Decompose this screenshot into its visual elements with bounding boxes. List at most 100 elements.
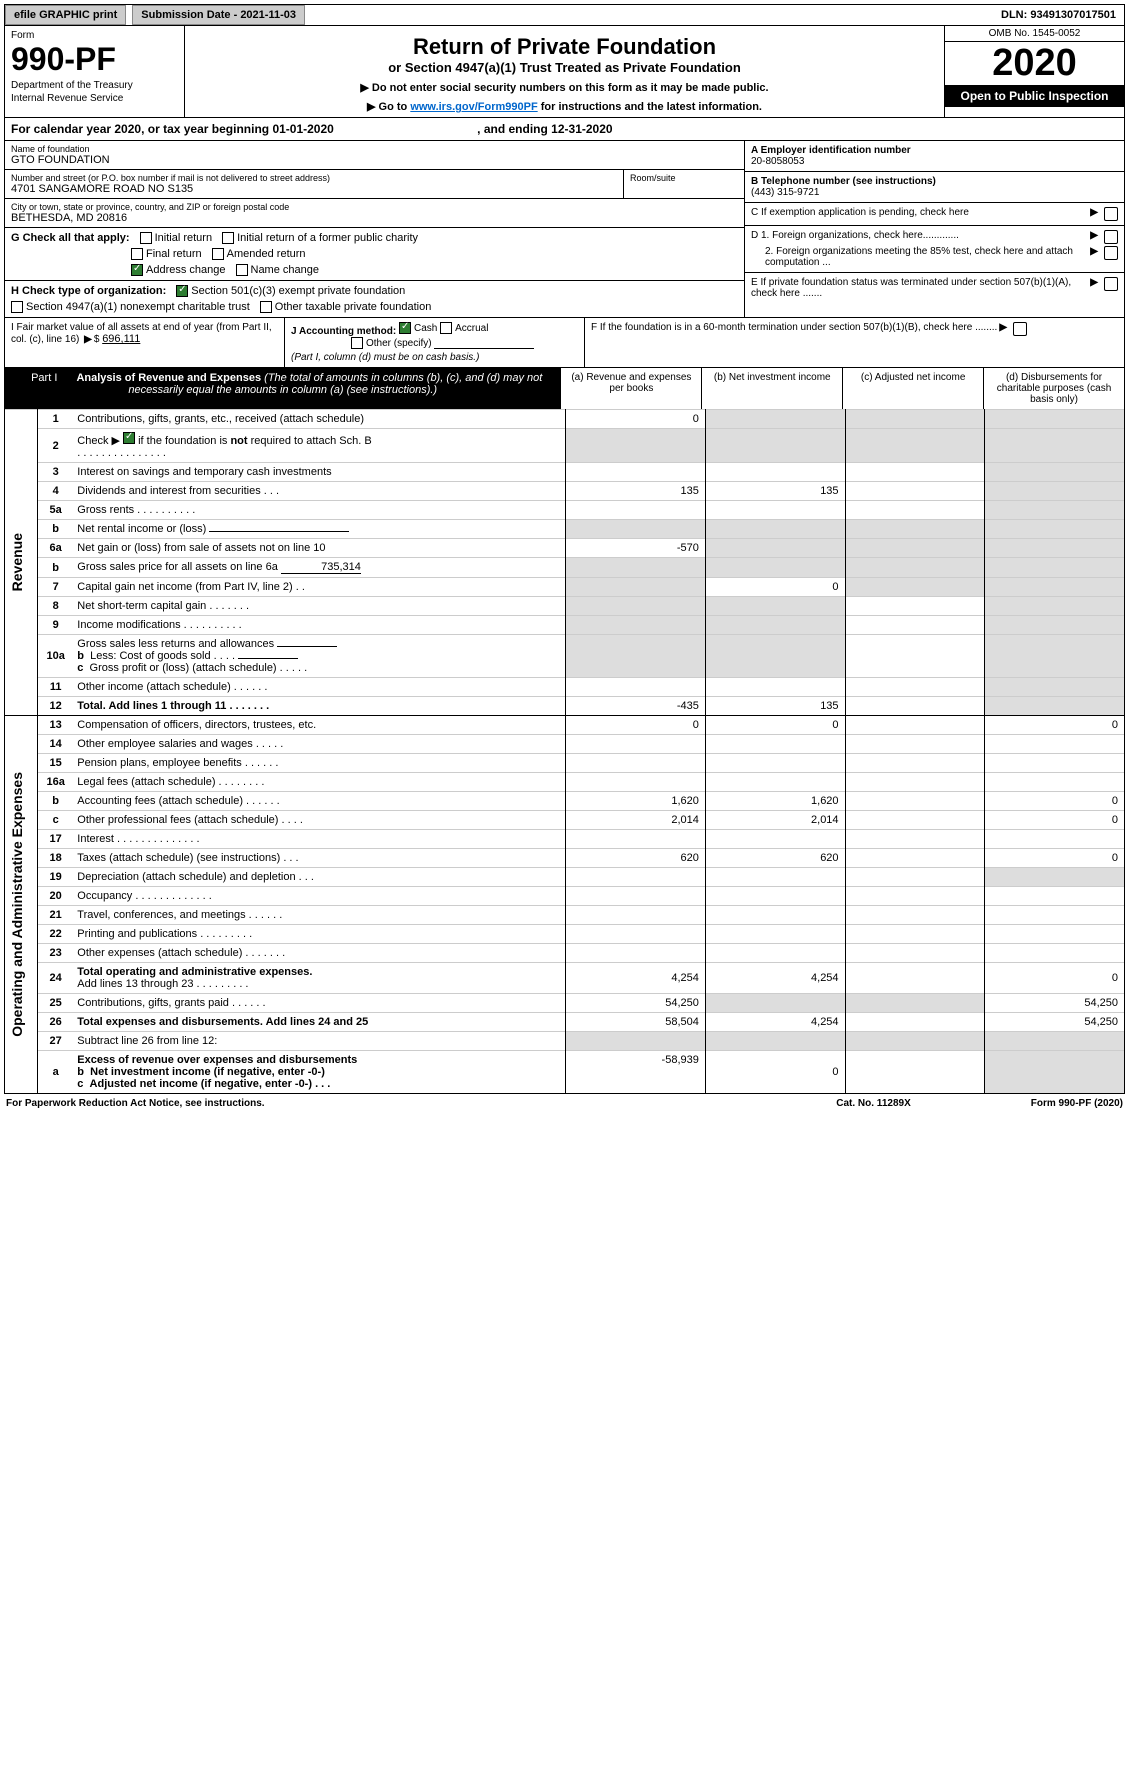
lbl-amended: Amended return: [227, 248, 306, 260]
line-desc: Capital gain net income (from Part IV, l…: [73, 578, 565, 597]
line-num: 5a: [38, 501, 74, 520]
line-desc: Taxes (attach schedule) (see instruction…: [73, 849, 565, 868]
line-desc: Other expenses (attach schedule) . . . .…: [73, 944, 565, 963]
line-desc: Accounting fees (attach schedule) . . . …: [73, 792, 565, 811]
col-d-header: (d) Disbursements for charitable purpose…: [983, 368, 1124, 409]
line-amt-b: 4,254: [705, 1013, 845, 1032]
line-num: 3: [38, 463, 74, 482]
lbl-initial: Initial return: [155, 232, 212, 244]
chk-name-change[interactable]: [236, 264, 248, 276]
chk-other-taxable[interactable]: [260, 301, 272, 313]
line-amt-d: 0: [984, 849, 1124, 868]
cat-number: Cat. No. 11289X: [836, 1098, 910, 1109]
city-value: BETHESDA, MD 20816: [11, 212, 738, 224]
line-desc: Gross rents . . . . . . . . . .: [73, 501, 565, 520]
chk-initial[interactable]: [140, 232, 152, 244]
line-desc: Net rental income or (loss): [73, 520, 565, 539]
chk-cash[interactable]: [399, 322, 411, 334]
instructions-link[interactable]: www.irs.gov/Form990PF: [410, 101, 537, 113]
line-desc: Compensation of officers, directors, tru…: [73, 716, 565, 735]
line-desc: Total. Total. Add lines 1 through 11 . .…: [73, 697, 565, 716]
line-num: 23: [38, 944, 74, 963]
j-note: (Part I, column (d) must be on cash basi…: [291, 352, 479, 363]
j-label: J Accounting method:: [291, 326, 396, 337]
ein-value: 20-8058053: [751, 156, 1118, 167]
chk-c[interactable]: [1104, 207, 1118, 221]
form-title: Return of Private Foundation: [191, 34, 938, 60]
chk-d1[interactable]: [1104, 230, 1118, 244]
line-num: a: [38, 1051, 74, 1094]
line-num: 10a: [38, 635, 74, 678]
chk-initial-former[interactable]: [222, 232, 234, 244]
open-to-public: Open to Public Inspection: [945, 85, 1124, 107]
part1-title: Analysis of Revenue and Expenses: [76, 372, 261, 384]
chk-501c3[interactable]: [176, 285, 188, 297]
line-num: b: [38, 792, 74, 811]
arrow-icon: ▶: [84, 334, 92, 345]
line-desc: Total expenses and disbursements. Add li…: [73, 1013, 565, 1032]
line-amt-b: 135: [705, 482, 845, 501]
line-desc: Check ▶ if the foundation is not require…: [73, 429, 565, 463]
line-num: 24: [38, 963, 74, 994]
line-desc: Excess of revenue over expenses and disb…: [73, 1051, 565, 1094]
chk-f[interactable]: [1013, 322, 1027, 336]
chk-4947[interactable]: [11, 301, 23, 313]
tel-label: B Telephone number (see instructions): [751, 176, 1118, 187]
line-num: c: [38, 811, 74, 830]
note-post: for instructions and the latest informat…: [538, 101, 762, 113]
line-amt-a: 135: [565, 482, 705, 501]
chk-final[interactable]: [131, 248, 143, 260]
arrow-icon: ▶: [999, 322, 1007, 363]
line-amt-d: 0: [984, 792, 1124, 811]
dept-irs: Internal Revenue Service: [11, 93, 178, 104]
line-desc: Dividends and interest from securities .…: [73, 482, 565, 501]
h-label: H Check type of organization:: [11, 285, 166, 297]
page-footer: For Paperwork Reduction Act Notice, see …: [4, 1094, 1125, 1113]
line-desc: Gross sales price for all assets on line…: [73, 558, 565, 578]
fmv-value: 696,111: [102, 333, 140, 345]
chk-amended[interactable]: [212, 248, 224, 260]
efile-button[interactable]: efile GRAPHIC print: [5, 5, 126, 25]
chk-addr-change[interactable]: [131, 264, 143, 276]
chk-other-method[interactable]: [351, 337, 363, 349]
line-amt-a: 620: [565, 849, 705, 868]
tax-year: 2020: [945, 42, 1124, 85]
c-label: C If exemption application is pending, c…: [751, 207, 1088, 221]
line-desc: Income modifications . . . . . . . . . .: [73, 616, 565, 635]
arrow-icon: ▶: [1090, 230, 1098, 244]
f-label: F If the foundation is in a 60-month ter…: [591, 322, 997, 363]
d1-label: D 1. Foreign organizations, check here..…: [751, 230, 1088, 244]
submission-button[interactable]: Submission Date - 2021-11-03: [132, 5, 305, 25]
line-amt-d: 54,250: [984, 1013, 1124, 1032]
dln-label: DLN: 93491307017501: [993, 6, 1124, 24]
line-desc: Contributions, gifts, grants, etc., rece…: [73, 410, 565, 429]
calendar-year-row: For calendar year 2020, or tax year begi…: [4, 118, 1125, 141]
i-label: I Fair market value of all assets at end…: [11, 322, 272, 345]
lbl-501c3: Section 501(c)(3) exempt private foundat…: [191, 285, 405, 297]
city-label: City or town, state or province, country…: [11, 202, 738, 212]
line-desc: Pension plans, employee benefits . . . .…: [73, 754, 565, 773]
line-desc: Other professional fees (attach schedule…: [73, 811, 565, 830]
room-label: Room/suite: [630, 173, 738, 183]
line-amt-a: 54,250: [565, 994, 705, 1013]
line-desc: Travel, conferences, and meetings . . . …: [73, 906, 565, 925]
lbl-addr-change: Address change: [146, 264, 226, 276]
line-desc: Net short-term capital gain . . . . . . …: [73, 597, 565, 616]
chk-accrual[interactable]: [440, 322, 452, 334]
line-num: 15: [38, 754, 74, 773]
chk-sch-b[interactable]: [123, 432, 135, 444]
part1-header: Part I Analysis of Revenue and Expenses …: [5, 368, 560, 409]
note-ssn: ▶ Do not enter social security numbers o…: [191, 81, 938, 94]
line-desc: Other employee salaries and wages . . . …: [73, 735, 565, 754]
chk-d2[interactable]: [1104, 246, 1118, 260]
expenses-side-label: Operating and Administrative Expenses: [9, 772, 33, 1037]
line-amt-d: 0: [984, 811, 1124, 830]
line-num: 19: [38, 868, 74, 887]
lines-table: Revenue 1 Contributions, gifts, grants, …: [5, 409, 1124, 1093]
line-num: 1: [38, 410, 74, 429]
top-bar: efile GRAPHIC print Submission Date - 20…: [4, 4, 1125, 26]
col-b-header: (b) Net investment income: [701, 368, 842, 409]
line-num: 12: [38, 697, 74, 716]
chk-e[interactable]: [1104, 277, 1118, 291]
line-num: 27: [38, 1032, 74, 1051]
